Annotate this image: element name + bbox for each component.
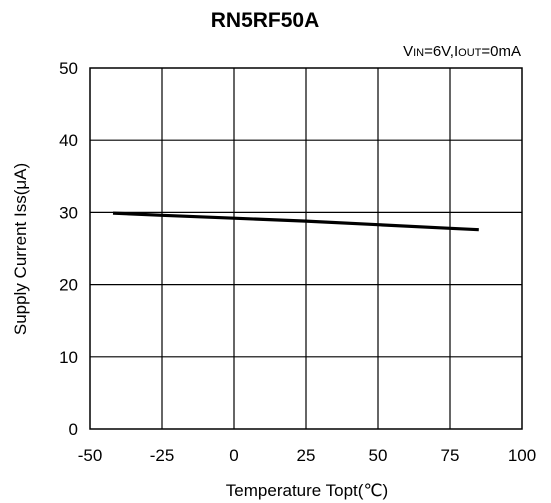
- test-conditions: VIN=6V,IOUT=0mA: [403, 43, 521, 60]
- iout-value: =0mA: [481, 43, 521, 60]
- x-tick-label: -50: [78, 446, 103, 465]
- y-tick-label: 50: [59, 59, 78, 78]
- supply-current-line: [112, 211, 479, 232]
- x-tick-labels: -50 -25 0 25 50 75 100: [78, 446, 536, 465]
- vin-subscript: IN: [413, 47, 424, 59]
- y-tick-labels: 0 10 20 30 40 50: [59, 59, 78, 439]
- y-tick-label: 20: [59, 276, 78, 295]
- y-axis-label: Supply Current Iss(μA): [11, 163, 30, 335]
- x-tick-label: 25: [297, 446, 316, 465]
- grid: [90, 68, 522, 429]
- plot-frame: [89, 67, 523, 430]
- series-group: [112, 211, 479, 232]
- x-tick-label: -25: [150, 446, 175, 465]
- y-tick-label: 40: [59, 131, 78, 150]
- iout-subscript: OUT: [458, 47, 482, 59]
- vin-value: =6V,: [424, 43, 454, 60]
- x-tick-label: 0: [229, 446, 238, 465]
- vin-prefix: V: [403, 43, 413, 60]
- y-tick-label: 10: [59, 348, 78, 367]
- x-tick-label: 100: [508, 446, 536, 465]
- y-tick-label: 30: [59, 203, 78, 222]
- chart-title: RN5RF50A: [211, 9, 320, 32]
- x-axis-label: Temperature Topt(℃): [226, 481, 388, 500]
- x-tick-label: 50: [369, 446, 388, 465]
- x-tick-label: 75: [441, 446, 460, 465]
- y-tick-label: 0: [69, 420, 78, 439]
- iout-prefix: I: [454, 43, 458, 60]
